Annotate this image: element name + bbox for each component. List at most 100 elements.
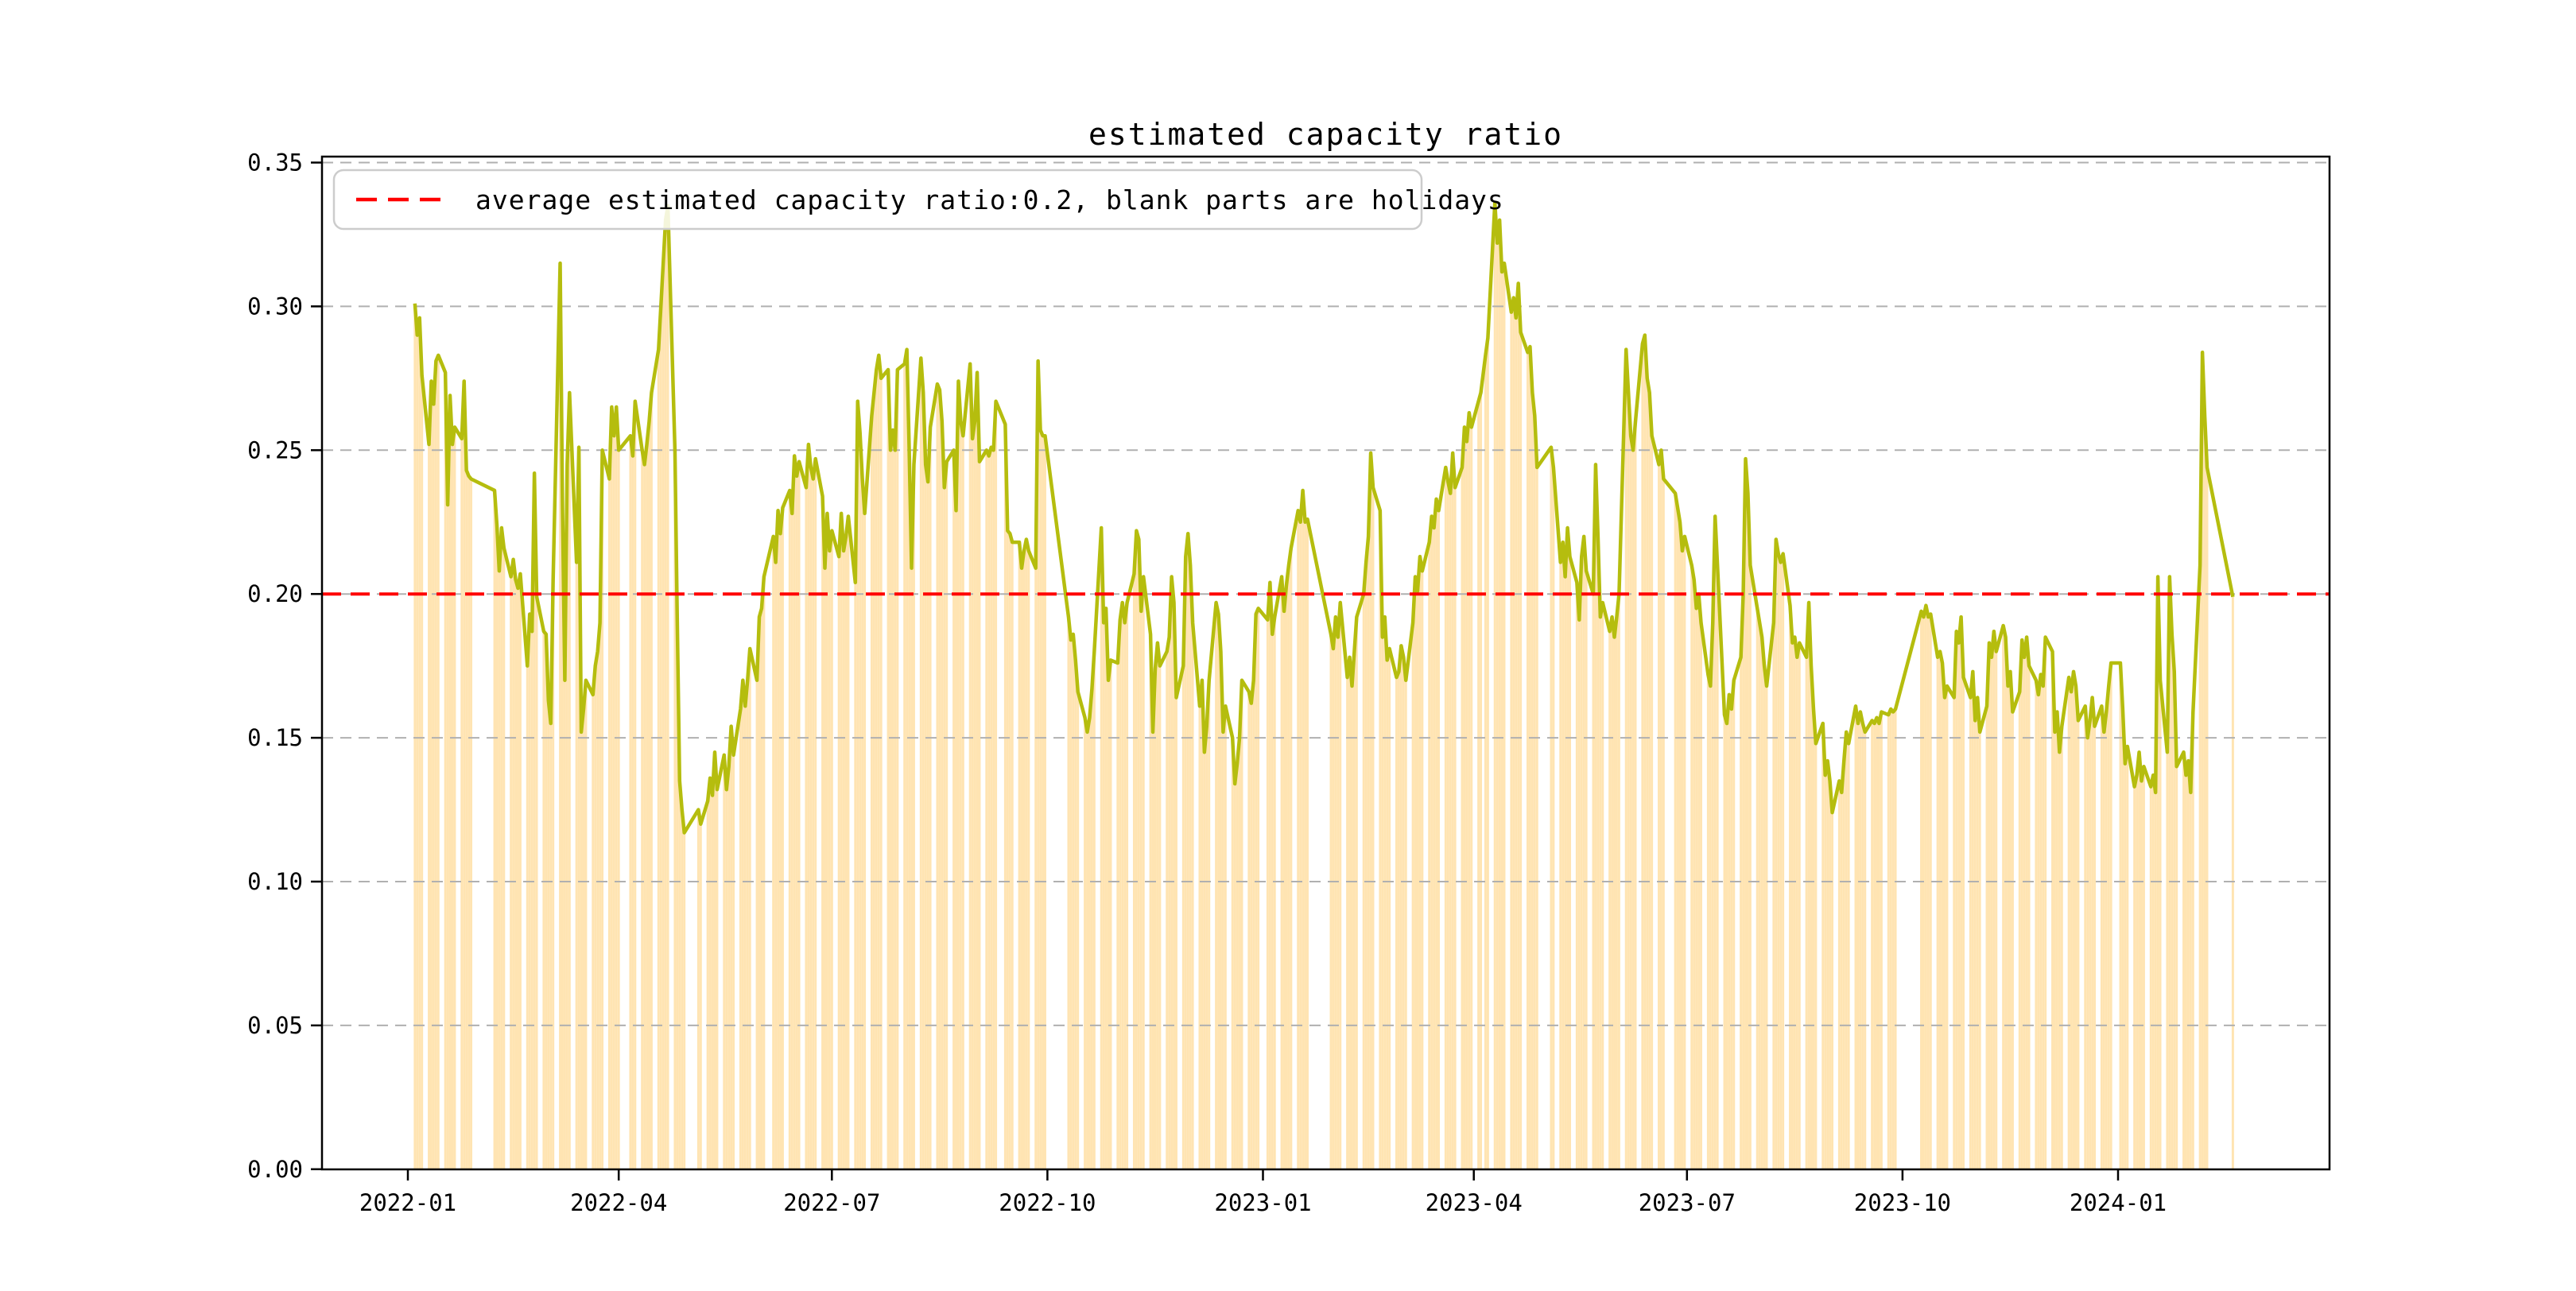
day-bar <box>676 622 679 1169</box>
day-bar <box>1088 717 1091 1169</box>
day-bar <box>2142 766 2145 1169</box>
day-bar <box>1760 637 1763 1169</box>
day-bar <box>1973 720 1977 1169</box>
day-bar <box>1765 685 1768 1169</box>
day-bar <box>891 429 894 1169</box>
day-bar <box>1960 617 1963 1169</box>
day-bar <box>1503 263 1506 1169</box>
day-bar <box>580 731 583 1169</box>
day-bar <box>453 427 456 1169</box>
day-bar <box>673 450 677 1169</box>
day-bar <box>465 470 468 1169</box>
day-bar <box>1297 510 1300 1169</box>
day-bar <box>1042 436 1045 1169</box>
day-bar <box>797 461 801 1169</box>
day-bar <box>666 205 669 1169</box>
day-bar <box>1978 731 1981 1169</box>
day-bar <box>1829 781 1832 1169</box>
day-bar <box>772 536 775 1169</box>
day-bar <box>1280 576 1283 1169</box>
y-tick-label: 0.10 <box>247 868 303 895</box>
day-bar <box>1627 392 1630 1169</box>
day-bar <box>978 461 981 1169</box>
day-bar <box>739 708 742 1169</box>
day-bar <box>1362 594 1365 1169</box>
day-bar <box>577 447 580 1169</box>
day-bar <box>1477 401 1480 1169</box>
day-bar <box>1777 553 1780 1169</box>
day-bar <box>1498 219 1501 1169</box>
day-bar <box>1126 603 1129 1169</box>
day-bar <box>559 263 562 1169</box>
day-bar <box>1463 427 1466 1169</box>
day-bar <box>908 450 911 1169</box>
day-bar <box>1693 580 1696 1169</box>
day-bar <box>1116 663 1119 1169</box>
x-tick-label: 2023-10 <box>1854 1189 1951 1216</box>
day-bar <box>1367 536 1370 1169</box>
day-bar <box>1631 450 1635 1169</box>
day-bar <box>1170 576 1174 1169</box>
day-bar <box>1946 685 1949 1169</box>
day-bar <box>936 384 939 1170</box>
day-bar <box>1355 617 1358 1169</box>
day-bar <box>1175 697 1177 1169</box>
day-bar <box>467 475 471 1169</box>
day-bar <box>1527 352 1529 1169</box>
x-tick-label: 2022-07 <box>783 1189 880 1216</box>
day-bar <box>643 464 646 1169</box>
day-bar <box>1025 539 1028 1169</box>
day-bar <box>561 507 564 1169</box>
day-bar <box>1364 562 1368 1169</box>
day-bar <box>1990 657 1993 1169</box>
day-bar <box>1039 429 1042 1169</box>
day-bar <box>2093 726 2097 1169</box>
day-bar <box>1943 697 1946 1169</box>
day-bar <box>2107 685 2110 1169</box>
day-bar <box>1976 697 1979 1169</box>
legend-box <box>332 169 1423 231</box>
day-bar <box>788 490 791 1169</box>
day-bar <box>1067 617 1070 1169</box>
day-bar <box>973 421 976 1169</box>
day-bar <box>1166 651 1169 1169</box>
day-bar <box>713 752 716 1169</box>
day-bar <box>1601 603 1604 1169</box>
day-bar <box>1577 619 1581 1169</box>
day-bar <box>1072 634 1075 1169</box>
day-bar <box>956 381 960 1170</box>
day-bar <box>706 801 709 1169</box>
x-tick-label: 2022-04 <box>570 1189 667 1216</box>
day-bar <box>879 378 883 1170</box>
day-bar <box>2102 731 2105 1169</box>
day-bar <box>941 421 944 1169</box>
day-bar <box>1173 603 1176 1169</box>
day-bar <box>1740 657 1743 1169</box>
day-bar <box>814 459 817 1169</box>
day-bar <box>617 450 620 1169</box>
day-bar <box>1864 731 1867 1169</box>
day-bar <box>790 513 793 1169</box>
day-bar <box>2011 711 2014 1169</box>
day-bar <box>1231 738 1234 1169</box>
day-bar <box>1334 617 1337 1169</box>
day-bar <box>428 444 430 1169</box>
day-bar <box>825 513 828 1169</box>
day-bar <box>594 665 597 1169</box>
day-bar <box>2198 565 2202 1169</box>
day-bar <box>1891 711 1895 1169</box>
day-bar <box>1962 677 1965 1169</box>
day-bar <box>1102 622 1105 1169</box>
day-bar <box>1831 812 1834 1169</box>
day-bar <box>1658 464 1660 1169</box>
day-bar <box>502 548 506 1169</box>
day-bar <box>2042 685 2045 1169</box>
day-bar <box>1137 539 1140 1169</box>
day-bar <box>1594 464 1597 1169</box>
day-bar <box>563 680 566 1169</box>
day-bar <box>681 809 684 1169</box>
day-bar <box>1465 441 1468 1169</box>
day-bar <box>1873 723 1876 1169</box>
day-bar <box>1845 731 1848 1169</box>
